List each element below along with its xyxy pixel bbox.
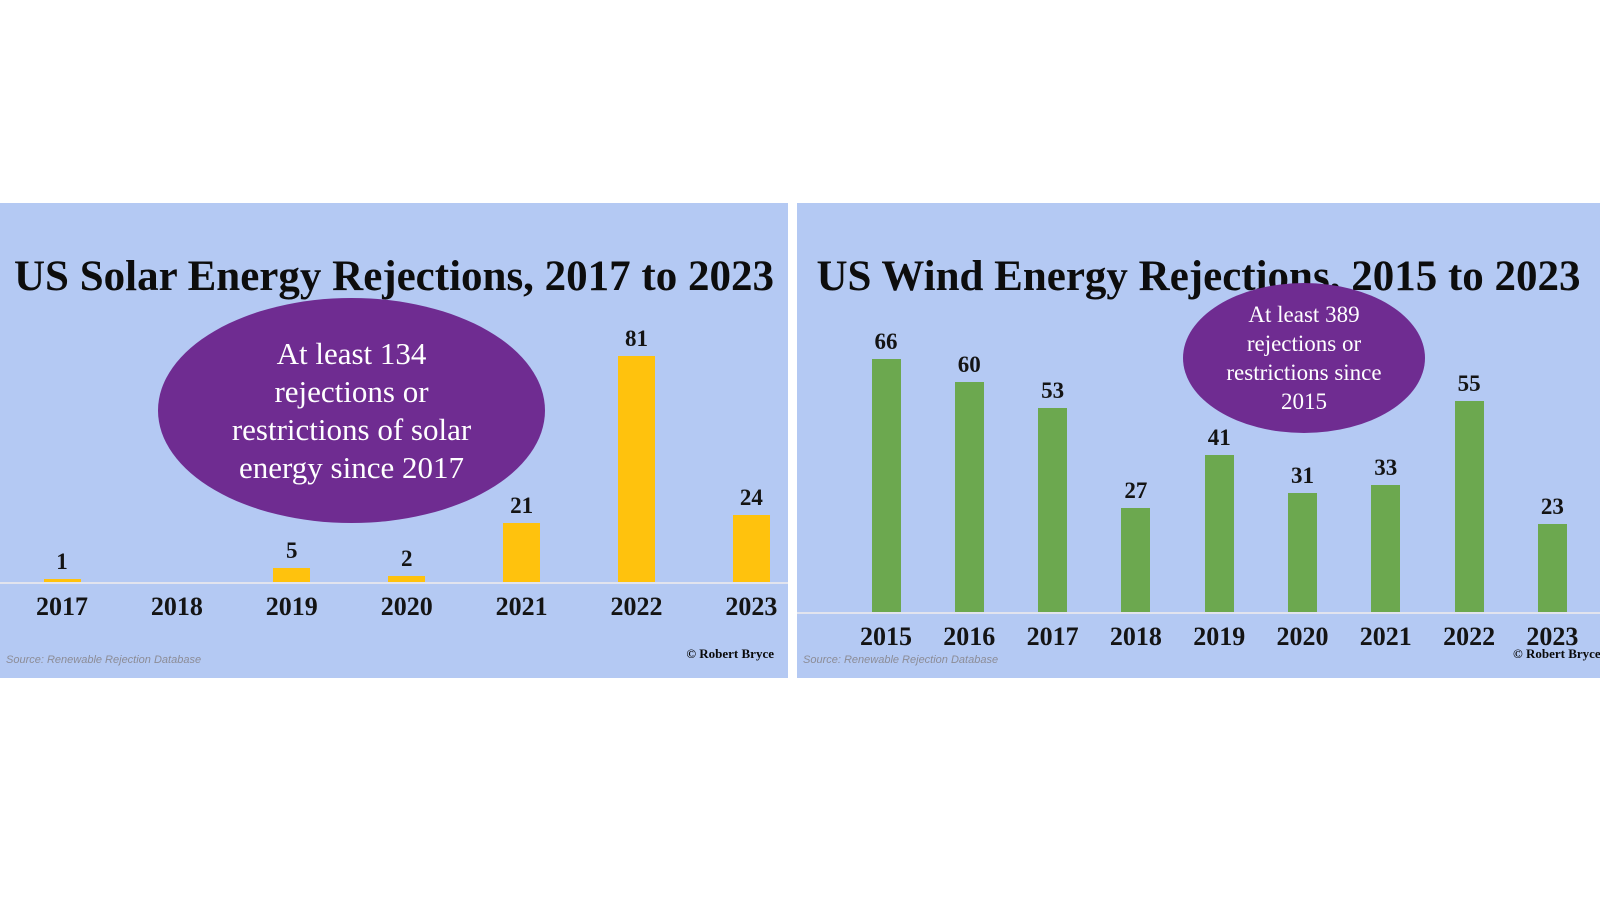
wind-rejections-chart-panel: US Wind Energy Rejections, 2015 to 2023 …	[797, 203, 1600, 678]
bar-value-label: 23	[1540, 493, 1564, 519]
x-axis-label: 2022	[1443, 622, 1496, 651]
copyright-credit: © Robert Bryce	[686, 646, 774, 661]
bar	[43, 579, 81, 582]
annotation-line: rejections or	[1246, 331, 1362, 356]
bar-value-label: 81	[625, 326, 648, 352]
bar	[1288, 492, 1317, 612]
x-axis-label: 2021	[1359, 622, 1412, 651]
annotation-line: 2015	[1281, 389, 1327, 414]
wind-bars-plot-area: 2015 66 2016 60 2017 53 2018 27 2019 41 2020 31 2021…	[797, 203, 1600, 678]
bar-value-label: 5	[286, 538, 298, 564]
bar-value-label: 31	[1291, 462, 1314, 488]
x-axis-label: 2019	[265, 592, 318, 621]
bar	[388, 576, 426, 582]
x-axis-label: 2015	[860, 622, 912, 651]
bar-value-label: 55	[1457, 370, 1481, 396]
annotation-line: At least 134	[276, 335, 427, 371]
x-axis-label: 2020	[1276, 622, 1329, 651]
x-axis-label: 2018	[1109, 622, 1162, 651]
bar-value-label: 27	[1124, 478, 1148, 504]
bar	[503, 523, 541, 582]
solar-annotation-ellipse: At least 134 rejections or restrictions …	[158, 298, 545, 523]
x-axis-label: 2018	[150, 592, 203, 621]
copyright-credit: © Robert Bryce	[1513, 646, 1600, 661]
x-axis-line	[797, 612, 1600, 614]
bar	[1454, 400, 1484, 612]
solar-bars-plot-area: 2017 1 2018 2019 5 2020 2 2021 21 2022 81 2023 24	[0, 203, 788, 678]
bar-value-label: 41	[1207, 424, 1231, 450]
annotation-line: restrictions since	[1226, 360, 1382, 385]
wind-annotation-text: At least 389 rejections or restrictions …	[1226, 300, 1381, 416]
bar	[618, 356, 655, 582]
bar	[954, 381, 984, 612]
bar-value-label: 1	[56, 549, 68, 575]
x-axis-label: 2021	[495, 592, 548, 621]
bar-value-label: 53	[1041, 378, 1065, 404]
x-axis-label: 2017	[1026, 622, 1079, 651]
bar-value-label: 66	[874, 328, 898, 354]
x-axis-label: 2023	[1526, 622, 1579, 651]
bar-value-label: 33	[1374, 455, 1398, 481]
bar	[1537, 523, 1567, 612]
x-axis-label: 2022	[610, 592, 663, 621]
solar-rejections-chart-panel: US Solar Energy Rejections, 2017 to 2023…	[0, 203, 788, 678]
bar-value-label: 21	[510, 493, 534, 519]
bar-value-label: 2	[400, 546, 413, 572]
x-axis-label: 2023	[725, 592, 778, 621]
source-credit: Source: Renewable Rejection Database	[803, 654, 999, 666]
solar-chart-title: US Solar Energy Rejections, 2017 to 2023	[13, 252, 775, 300]
bar	[273, 568, 311, 582]
source-credit: Source: Renewable Rejection Database	[6, 654, 202, 666]
bar	[1038, 408, 1068, 612]
annotation-line: restrictions of solar	[231, 411, 472, 447]
wind-chart-title: US Wind Energy Rejections, 2015 to 2023	[816, 252, 1581, 300]
solar-annotation-text: At least 134 rejections or restrictions …	[232, 335, 471, 487]
x-axis-label: 2017	[36, 592, 88, 621]
x-axis-label: 2019	[1193, 622, 1246, 651]
bar	[871, 358, 901, 612]
x-axis-label: 2020	[380, 592, 433, 621]
bar	[1121, 508, 1151, 612]
x-axis-label: 2016	[943, 622, 996, 651]
x-axis-line	[0, 582, 788, 584]
wind-annotation-ellipse: At least 389 rejections or restrictions …	[1183, 283, 1425, 433]
bar	[1204, 454, 1234, 612]
annotation-line: At least 389	[1248, 302, 1360, 327]
bar	[1371, 485, 1401, 612]
bar	[732, 515, 770, 582]
bar-value-label: 24	[739, 485, 763, 511]
annotation-line: energy since 2017	[239, 449, 464, 485]
annotation-line: rejections or	[274, 373, 429, 409]
bar-value-label: 60	[957, 351, 981, 377]
